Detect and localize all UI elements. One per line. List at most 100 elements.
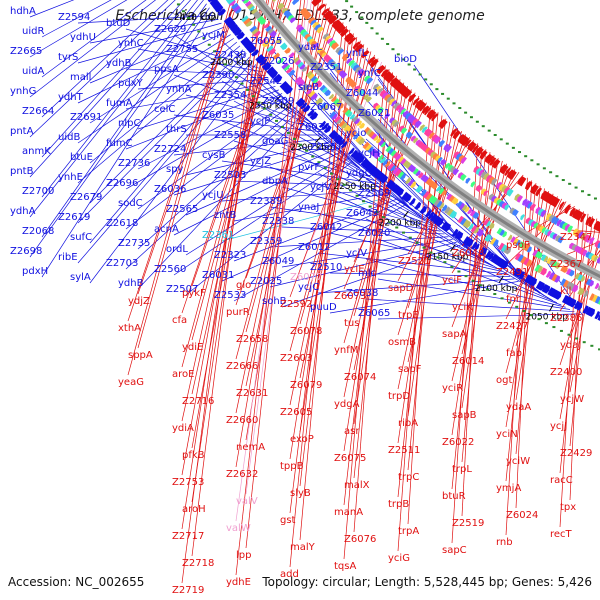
forward-gene-arrow — [443, 223, 452, 232]
gene-label: Z6042 — [310, 222, 342, 233]
forward-gene-arrow — [385, 179, 394, 188]
gene-label: Z2560 — [154, 264, 186, 275]
gene-label: ycjV — [310, 182, 331, 193]
gene-leader-line — [125, 68, 266, 76]
reverse-cds-block — [551, 216, 557, 224]
gene-label: zntB — [214, 210, 237, 221]
forward-cds-block — [415, 185, 423, 193]
gene-leader-line — [281, 186, 437, 229]
forward-cds-block — [473, 226, 480, 234]
gene-label: recT — [550, 529, 573, 540]
backbone-ring-core — [256, 0, 600, 279]
forward-feature-block — [373, 135, 379, 142]
gene-label: Z2438 — [214, 50, 246, 61]
gene-label: ordL — [166, 244, 188, 255]
gene-label: yciN — [496, 429, 518, 440]
reverse-gene-arrow — [431, 113, 439, 122]
reverse-feature-block — [596, 257, 600, 264]
reverse-cds-block — [414, 120, 422, 129]
reverse-cds-block — [524, 200, 532, 208]
gene-label: malX — [344, 480, 370, 491]
reverse-feature-block — [460, 173, 467, 181]
reverse-cds-block — [381, 91, 389, 99]
gene-leader-line — [317, 212, 498, 270]
reverse-feature-block — [323, 54, 331, 62]
reverse-gene-arrow — [596, 222, 600, 232]
reverse-feature-block — [530, 220, 537, 228]
kbp-tick-mark — [235, 52, 243, 59]
forward-gene-arrow — [284, 85, 293, 95]
gene-label: Z2619 — [58, 212, 90, 223]
reverse-cds-block — [527, 201, 533, 209]
reverse-gene-arrow — [535, 187, 543, 197]
gene-label: Z2427 — [496, 321, 528, 332]
reverse-feature-block — [304, 33, 312, 41]
track-dot — [457, 270, 461, 273]
reverse-gene-arrow — [414, 99, 424, 109]
gene-label: Z6078 — [290, 326, 322, 337]
gene-label: ydhB — [118, 278, 144, 289]
gene-label: xthA — [118, 323, 141, 334]
gene-label: btuD — [106, 18, 131, 29]
reverse-cds-block — [377, 87, 384, 95]
gene-label: nemA — [236, 442, 265, 453]
reverse-cds-block — [324, 35, 332, 42]
gene-leader-line — [185, 94, 317, 129]
reverse-cds-block — [372, 83, 380, 91]
gene-label: Z2323 — [214, 250, 246, 261]
reverse-gene-arrow — [504, 167, 511, 177]
reverse-cds-block — [299, 7, 308, 15]
forward-gene-arrow — [470, 241, 478, 250]
track-dot — [213, 50, 217, 53]
forward-cds-block — [438, 202, 445, 210]
gene-label: manA — [334, 507, 363, 518]
track-dot — [450, 265, 454, 268]
reverse-feature-block — [283, 10, 291, 17]
forward-cds-block — [340, 122, 348, 129]
forward-cds-block — [503, 246, 512, 255]
reverse-feature-block — [552, 233, 558, 240]
reverse-cds-block — [388, 98, 396, 106]
track-dot — [345, 0, 349, 3]
gene-label: ydhT — [58, 92, 84, 103]
forward-cds-block — [372, 150, 381, 159]
gene-leader-line — [329, 192, 494, 267]
reverse-feature-block — [400, 127, 408, 135]
reverse-cds-block — [316, 26, 324, 34]
reverse-feature-block — [393, 121, 400, 128]
gene-label: ynfL — [346, 48, 368, 59]
forward-gene-arrow — [518, 271, 526, 280]
forward-gene-arrow — [229, 23, 239, 32]
reverse-feature-block — [457, 172, 465, 180]
forward-gene-arrow — [573, 300, 580, 310]
track-dot — [475, 120, 479, 123]
track-dot — [486, 288, 490, 291]
gene-leader-line — [89, 34, 231, 124]
gene-label: trpE — [398, 310, 419, 321]
reverse-cds-block — [498, 183, 506, 192]
gene-label: Z2503 — [214, 170, 246, 181]
reverse-cds-block — [312, 21, 320, 29]
reverse-cds-block — [289, 0, 293, 2]
forward-feature-block — [554, 262, 561, 269]
gene-labels: hdhA uidR Z2665 uidA ynhG Z2664 pntA anmK pntB Z2… — [10, 6, 592, 596]
gene-leader-line — [451, 155, 495, 436]
reverse-gene-arrow — [545, 193, 553, 204]
gene-label: tppB — [280, 461, 304, 472]
reverse-gene-arrow — [572, 209, 580, 219]
forward-gene-arrow — [217, 8, 226, 16]
gene-leader-line — [269, 206, 441, 232]
forward-gene-arrow — [266, 66, 275, 75]
gene-leader-line — [185, 54, 310, 122]
track-dot — [395, 226, 399, 229]
track-dot — [375, 210, 379, 213]
track-dot — [192, 23, 196, 26]
reverse-cds-block — [391, 100, 398, 107]
gene-leader-line — [181, 0, 258, 584]
gene-label: Z2558 — [214, 130, 246, 141]
track-dot — [386, 43, 390, 46]
forward-cds-block — [277, 57, 285, 65]
gene-leader-line — [77, 53, 247, 224]
reverse-feature-block — [340, 72, 348, 79]
reverse-cds-block — [578, 231, 584, 239]
